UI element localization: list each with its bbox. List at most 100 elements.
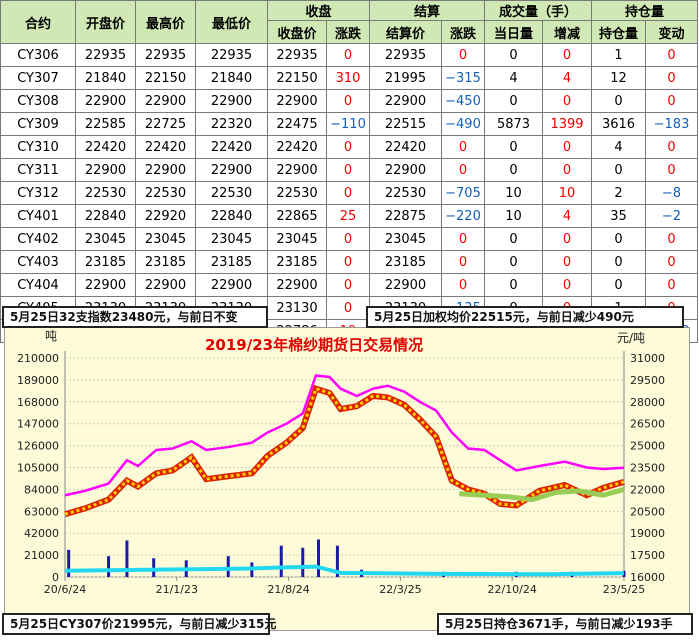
- series-line-weighted: [64, 386, 625, 516]
- y-right-tick-label: 26500: [630, 418, 665, 431]
- table-cell: 21840: [75, 66, 136, 90]
- table-cell: CY310: [0, 135, 76, 159]
- table-cell: 22320: [195, 112, 268, 136]
- table-cell: 22900: [267, 273, 327, 297]
- table-cell: 1: [591, 43, 646, 67]
- table-cell: 310: [326, 66, 370, 90]
- y-left-tick-label: 126000: [17, 440, 59, 453]
- col-header: 合约: [0, 0, 76, 44]
- table-cell: 22935: [195, 43, 268, 67]
- chart-title: 2019/23年棉纱期货日交易情况: [205, 336, 423, 354]
- y-left-unit: 吨: [45, 329, 57, 343]
- y-left-tick-label: 21000: [24, 549, 59, 562]
- table-cell: 0: [542, 273, 592, 297]
- table-cell: 0: [591, 250, 646, 274]
- y-right-tick-label: 19000: [630, 527, 665, 540]
- table-cell: 0: [484, 273, 543, 297]
- table-cell: 0: [645, 227, 698, 251]
- table-cell: 0: [441, 227, 485, 251]
- table-cell: 0: [441, 273, 485, 297]
- chart-area: 2019/23年棉纱期货日交易情况 吨 元/吨 0 21000 42000 63000…: [4, 327, 690, 631]
- table-row: CY311 22900 22900 22900 22900 0 22900 0 0 0 0 0: [0, 158, 698, 182]
- table-cell: 22865: [267, 204, 327, 228]
- table-cell: 10: [542, 181, 592, 205]
- y-right-tick-label: 28000: [630, 396, 665, 409]
- futures-table: 合约 开盘价 最高价 最低价 收盘 结算 成交量（手） 持仓量 收盘价 涨跌 结…: [0, 0, 698, 343]
- chart-svg: 2019/23年棉纱期货日交易情况 吨 元/吨 0 21000 42000 63000…: [17, 329, 665, 596]
- table-cell: 22935: [369, 43, 442, 67]
- table-cell: 22900: [369, 273, 442, 297]
- table-cell: 0: [441, 43, 485, 67]
- series-line-index: [64, 374, 625, 497]
- table-cell: 22900: [75, 273, 136, 297]
- y-right-tick-label: 29500: [630, 374, 665, 387]
- table-cell: 0: [591, 273, 646, 297]
- table-cell: 21840: [195, 66, 268, 90]
- table-cell: 0: [326, 250, 370, 274]
- table-cell: 0: [326, 135, 370, 159]
- y-right-tick-label: 20500: [630, 505, 665, 518]
- table-row: CY401 22840 22920 22840 22865 25 22875 −220 10 4 3…: [0, 204, 698, 228]
- group-header-settle: 收盘: [267, 0, 370, 21]
- table-cell: 22935: [267, 43, 327, 67]
- table-cell: 22530: [267, 181, 327, 205]
- table-cell: 0: [484, 227, 543, 251]
- y-left-tick-label: 0: [52, 571, 59, 584]
- table-cell: 10: [484, 181, 543, 205]
- table-row: CY306 22935 22935 22935 22935 0 22935 0 0 0 1 0: [0, 43, 698, 67]
- table-cell: 23045: [369, 227, 442, 251]
- group-header-volume: 成交量（手）: [484, 0, 592, 21]
- table-cell: CY308: [0, 89, 76, 113]
- table-cell: 4: [484, 66, 543, 90]
- table-cell: 22900: [267, 89, 327, 113]
- col-header: 最低价: [195, 0, 268, 44]
- table-cell: −220: [441, 204, 485, 228]
- y-right-tick-label: 17500: [630, 549, 665, 562]
- table-cell: 22150: [267, 66, 327, 90]
- table-cell: 22935: [135, 43, 196, 67]
- table-cell: 0: [484, 135, 543, 159]
- table-cell: CY306: [0, 43, 76, 67]
- table-cell: 22875: [369, 204, 442, 228]
- table-cell: 23130: [267, 296, 327, 320]
- table-cell: 23045: [195, 227, 268, 251]
- y-left-tick-label: 42000: [24, 527, 59, 540]
- note-top-right: 5月25日加权均价22515元，与前日减少490元: [366, 306, 684, 328]
- table-cell: 22900: [369, 158, 442, 182]
- table-cell: 35: [591, 204, 646, 228]
- y-right-tick-label: 31000: [630, 352, 665, 365]
- table-cell: 0: [326, 296, 370, 320]
- x-tick-label: 22/3/25: [379, 583, 421, 596]
- table-cell: 22920: [135, 204, 196, 228]
- table-cell: 23045: [135, 227, 196, 251]
- group-header-oi: 持仓量: [591, 0, 698, 21]
- table-cell: 22725: [135, 112, 196, 136]
- table-cell: CY403: [0, 250, 76, 274]
- col-header: 当日量: [484, 20, 543, 44]
- table-cell: 22420: [369, 135, 442, 159]
- table-cell: −490: [441, 112, 485, 136]
- y-right-tick-label: 23500: [630, 462, 665, 475]
- table-cell: −183: [645, 112, 698, 136]
- col-header: 持仓量: [591, 20, 646, 44]
- table-cell: 10: [484, 204, 543, 228]
- table-cell: 22530: [195, 181, 268, 205]
- y-right-unit: 元/吨: [617, 331, 645, 345]
- col-header: 收盘价: [267, 20, 327, 44]
- table-cell: 0: [542, 250, 592, 274]
- table-cell: 23185: [135, 250, 196, 274]
- table-row: CY309 22585 22725 22320 22475 −110 22515 −490 58…: [0, 112, 698, 136]
- table-cell: 22900: [195, 273, 268, 297]
- table-cell: 0: [326, 227, 370, 251]
- y-left-tick-label: 147000: [17, 418, 59, 431]
- table-cell: 22530: [75, 181, 136, 205]
- table-cell: 22840: [195, 204, 268, 228]
- table-cell: 0: [645, 158, 698, 182]
- note-top-left: 5月25日32支指数23480元，与前日不变: [2, 306, 268, 328]
- table-cell: 1399: [542, 112, 592, 136]
- table-cell: 0: [645, 250, 698, 274]
- table-cell: 0: [591, 89, 646, 113]
- col-header: 开盘价: [75, 0, 136, 44]
- series-line-cy307: [459, 487, 625, 503]
- table-cell: −315: [441, 66, 485, 90]
